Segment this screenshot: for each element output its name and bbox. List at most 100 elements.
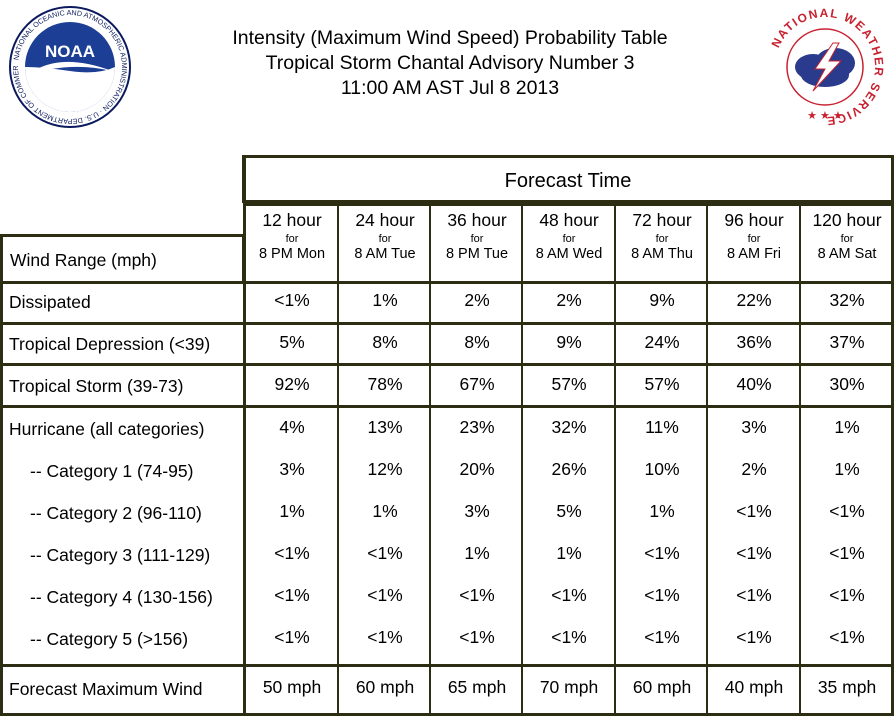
column-hour: 96 hour	[724, 210, 784, 230]
nws-stars-icon: ★ ★ ★	[807, 110, 843, 122]
probability-cell: 1%	[464, 543, 490, 563]
row-label: Tropical Storm (39-73)	[9, 376, 184, 396]
probability-cell: <1%	[644, 627, 680, 647]
probability-cell: 11%	[645, 417, 679, 437]
column-header: 120 hour for 8 AM Sat	[801, 208, 893, 280]
probability-cell: <1%	[551, 627, 587, 647]
noaa-logo: NOAA NATIONAL OCEANIC AND ATMOSPHERIC AD…	[8, 5, 131, 128]
column-for: for	[562, 233, 576, 245]
probability-cell: 32%	[829, 290, 865, 310]
column-divider	[706, 206, 708, 716]
title-line-2: Tropical Storm Chantal Advisory Number 3	[265, 52, 635, 74]
probability-cell: 1%	[279, 501, 305, 521]
probability-cell: 22%	[736, 290, 772, 310]
row-label: Tropical Depression (<39)	[9, 334, 211, 354]
probability-cell: <1%	[736, 543, 772, 563]
corner-blank	[0, 150, 242, 234]
row-label: -- Category 5 (>156)	[30, 629, 189, 649]
probability-cell: 30%	[829, 374, 865, 394]
probability-cell: 2%	[741, 459, 767, 479]
probability-cell: <1%	[829, 501, 865, 521]
probability-cell: <1%	[736, 627, 772, 647]
column-header: 72 hour for 8 AM Thu	[616, 208, 708, 280]
probability-table	[0, 200, 894, 716]
header-divider	[243, 203, 894, 206]
probability-cell: <1%	[459, 585, 495, 605]
column-header: 96 hour for 8 AM Fri	[708, 208, 800, 280]
max-wind-label: Forecast Maximum Wind	[9, 679, 203, 699]
probability-cell: 5%	[556, 501, 582, 521]
probability-cell: 1%	[649, 501, 675, 521]
probability-cell: 26%	[551, 459, 587, 479]
probability-cell: 3%	[464, 501, 490, 521]
nws-logo: NATIONAL WEATHER SERVICE ★ ★ ★	[765, 6, 885, 128]
probability-cell: <1%	[367, 585, 403, 605]
column-time: 8 PM Mon	[258, 246, 326, 262]
probability-cell: <1%	[736, 501, 772, 521]
probability-cell: 1%	[834, 459, 860, 479]
title-line-1: Intensity (Maximum Wind Speed) Probabili…	[232, 27, 668, 49]
probability-cell: 67%	[459, 374, 495, 394]
column-header: 24 hour for 8 AM Tue	[339, 208, 431, 280]
probability-cell: 12%	[367, 459, 403, 479]
probability-cell: <1%	[551, 585, 587, 605]
probability-cell: 78%	[367, 374, 403, 394]
probability-cell: 8%	[464, 332, 490, 352]
column-hour: 12 hour	[262, 210, 322, 230]
probability-cell: <1%	[829, 627, 865, 647]
column-time: 8 PM Tue	[445, 246, 509, 262]
probability-cell: <1%	[736, 585, 772, 605]
probability-cell: 9%	[556, 332, 582, 352]
title-line-3: 11:00 AM AST Jul 8 2013	[340, 77, 560, 99]
column-divider	[337, 206, 339, 716]
probability-cell: 37%	[829, 332, 865, 352]
column-divider	[799, 206, 801, 716]
max-wind-cell: 60 mph	[632, 677, 692, 697]
probability-cell: 1%	[834, 417, 860, 437]
probability-cell: <1%	[459, 627, 495, 647]
probability-cell: <1%	[367, 627, 403, 647]
column-for: for	[747, 233, 761, 245]
probability-cell: 3%	[279, 459, 305, 479]
probability-cell: 1%	[372, 290, 398, 310]
probability-cell: 2%	[464, 290, 490, 310]
row-label: Dissipated	[9, 292, 91, 312]
column-hour: 48 hour	[539, 210, 599, 230]
probability-cell: 10%	[644, 459, 680, 479]
row-label: Hurricane (all categories)	[9, 419, 205, 439]
column-hour: 72 hour	[632, 210, 692, 230]
row-label: -- Category 4 (130-156)	[30, 587, 213, 607]
probability-cell: 5%	[279, 332, 305, 352]
probability-cell: 8%	[372, 332, 398, 352]
column-time: 8 AM Tue	[354, 246, 416, 262]
probability-cell: 4%	[279, 417, 305, 437]
probability-cell: <1%	[829, 585, 865, 605]
probability-cell: 32%	[551, 417, 587, 437]
noaa-abbr: NOAA	[45, 42, 95, 61]
column-time: 8 AM Sat	[817, 246, 877, 262]
probability-cell: 24%	[644, 332, 680, 352]
column-divider	[429, 206, 431, 716]
probability-cell: 23%	[459, 417, 495, 437]
column-divider	[614, 206, 616, 716]
column-for: for	[378, 233, 392, 245]
column-header: 36 hour for 8 PM Tue	[431, 208, 523, 280]
probability-cell: <1%	[274, 543, 310, 563]
probability-cell: <1%	[829, 543, 865, 563]
row-label: -- Category 1 (74-95)	[30, 461, 194, 481]
probability-cell: 1%	[372, 501, 398, 521]
column-header: 48 hour for 8 AM Wed	[523, 208, 615, 280]
column-header: 12 hour for 8 PM Mon	[246, 208, 338, 280]
probability-cell: 57%	[551, 374, 587, 394]
probability-cell: <1%	[274, 585, 310, 605]
probability-cell: 9%	[649, 290, 675, 310]
probability-cell: 3%	[741, 417, 767, 437]
column-hour: 24 hour	[355, 210, 415, 230]
forecast-time-label: Forecast Time	[504, 170, 632, 192]
probability-cell: <1%	[367, 543, 403, 563]
max-wind-cell: 70 mph	[539, 677, 599, 697]
probability-cell: 2%	[556, 290, 582, 310]
max-wind-cell: 65 mph	[447, 677, 507, 697]
wind-range-cell: Wind Range (mph)	[0, 234, 245, 284]
probability-cell: 57%	[644, 374, 680, 394]
